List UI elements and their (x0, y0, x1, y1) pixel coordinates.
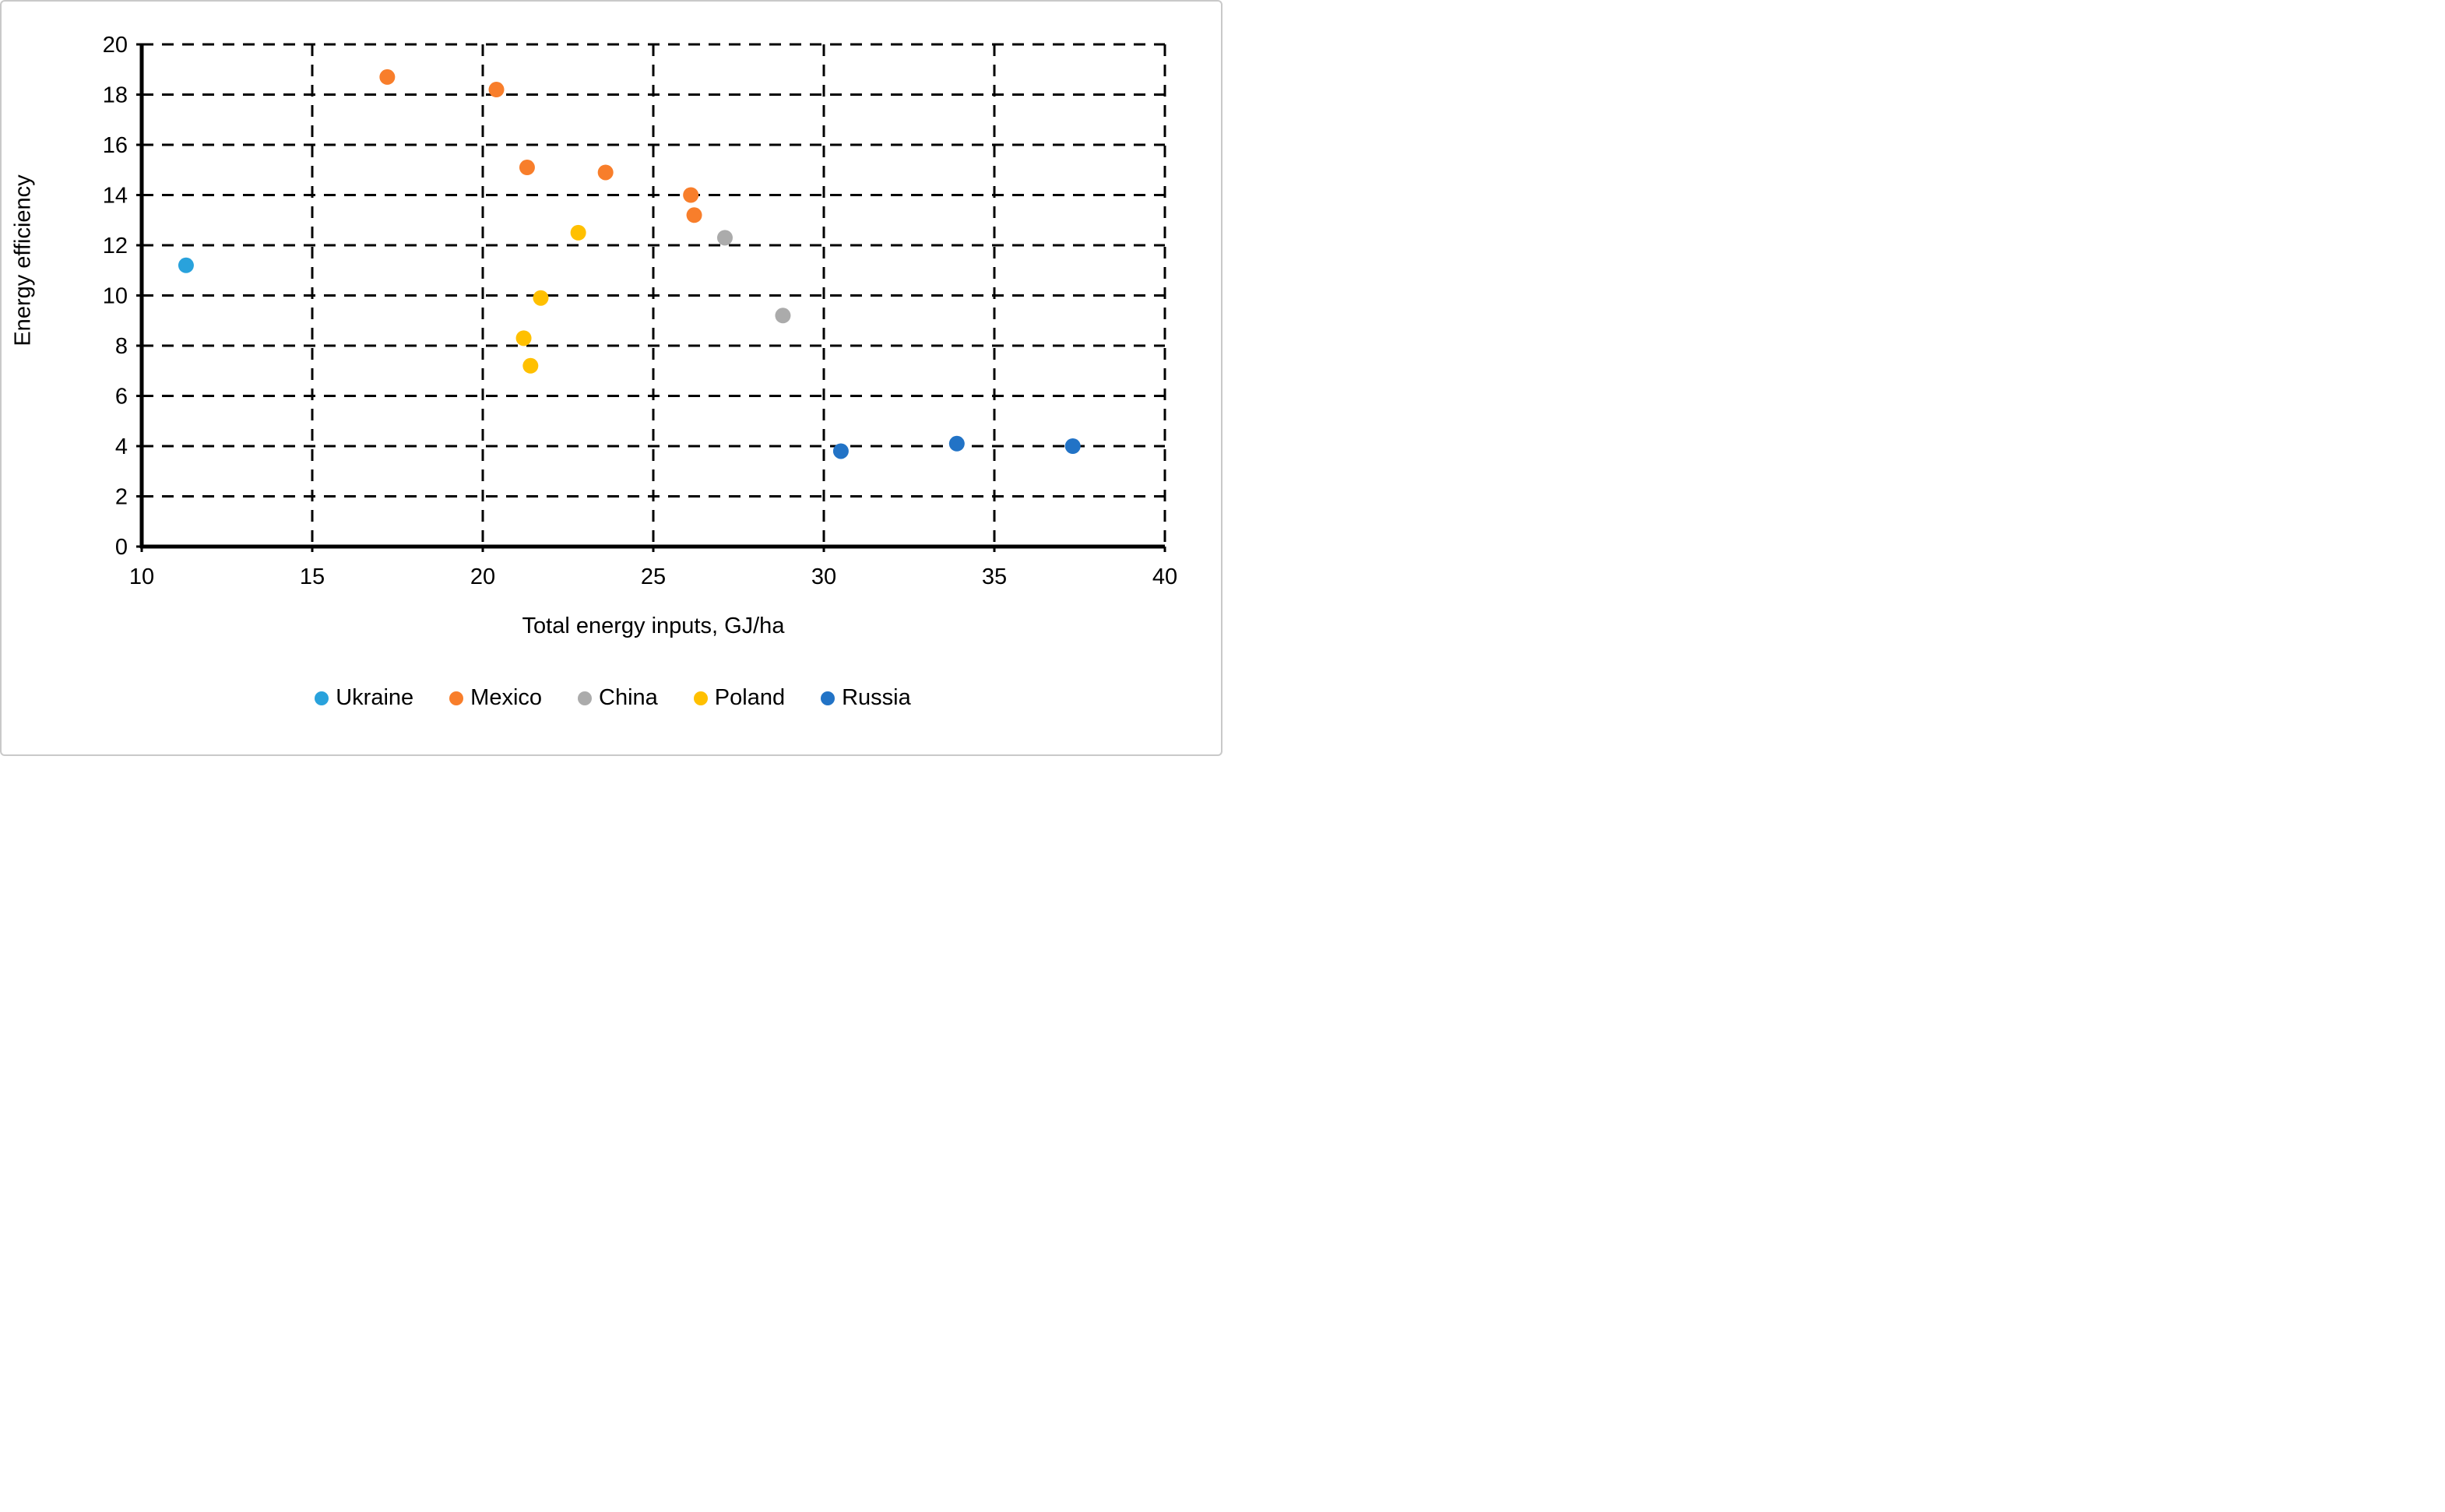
y-tick-label: 16 (103, 133, 128, 158)
y-tick-label: 6 (115, 385, 128, 410)
chart-figure: 10 15 20 25 30 35 40 0 2 4 6 8 10 12 14 16 18 20 Energy e… (0, 0, 1222, 756)
data-point-china (716, 230, 733, 246)
chart-legend: Ukraine Mexico China Poland Russia (2, 685, 1221, 711)
data-point-mexico (686, 207, 702, 223)
y-tick-label: 14 (103, 184, 128, 209)
legend-marker-icon (449, 691, 464, 705)
x-tick-label: 20 (470, 564, 495, 589)
legend-item-russia: Russia (821, 685, 911, 711)
data-point-mexico (683, 187, 699, 203)
legend-marker-icon (693, 691, 708, 705)
data-point-russia (1064, 438, 1081, 454)
x-tick-label: 30 (811, 564, 836, 589)
y-tick-label: 18 (103, 83, 128, 108)
x-tick-label: 40 (1152, 564, 1177, 589)
legend-marker-icon (578, 691, 593, 705)
data-point-poland (533, 290, 549, 306)
scatter-plot-area: 10 15 20 25 30 35 40 0 2 4 6 8 10 12 14 16 18 20 (103, 33, 1177, 589)
data-point-mexico (379, 69, 396, 85)
legend-marker-icon (821, 691, 836, 705)
legend-label: China (599, 685, 658, 710)
legend-label: Mexico (470, 685, 543, 710)
data-point-russia (948, 435, 965, 452)
y-tick-label: 10 (103, 284, 128, 309)
data-point-mexico (597, 164, 614, 181)
x-tick-label: 25 (641, 564, 666, 589)
y-tick-label: 0 (115, 535, 128, 560)
legend-item-ukraine: Ukraine (315, 685, 413, 711)
y-tick-label: 2 (115, 485, 128, 510)
legend-label: Russia (842, 685, 911, 710)
x-tick-label: 15 (300, 564, 325, 589)
data-point-mexico (519, 160, 535, 176)
data-point-mexico (488, 82, 505, 98)
legend-item-poland: Poland (693, 685, 786, 711)
x-tick-label: 35 (982, 564, 1007, 589)
y-axis-title: Energy efficiency (10, 174, 36, 346)
y-tick-label: 8 (115, 334, 128, 359)
y-tick-label: 4 (115, 434, 128, 459)
data-point-poland (515, 330, 532, 346)
x-tick-label: 10 (129, 564, 154, 589)
legend-item-mexico: Mexico (449, 685, 542, 711)
data-point-poland (522, 357, 539, 374)
data-point-russia (832, 443, 849, 459)
legend-label: Poland (714, 685, 786, 710)
y-tick-label: 12 (103, 234, 128, 258)
legend-label: Ukraine (336, 685, 414, 710)
data-point-poland (570, 224, 586, 241)
legend-item-china: China (578, 685, 658, 711)
data-point-china (775, 308, 791, 324)
y-tick-label: 20 (103, 33, 128, 58)
x-axis-title: Total energy inputs, GJ/ha (522, 614, 785, 638)
data-point-ukraine (178, 257, 194, 273)
legend-marker-icon (315, 691, 329, 705)
